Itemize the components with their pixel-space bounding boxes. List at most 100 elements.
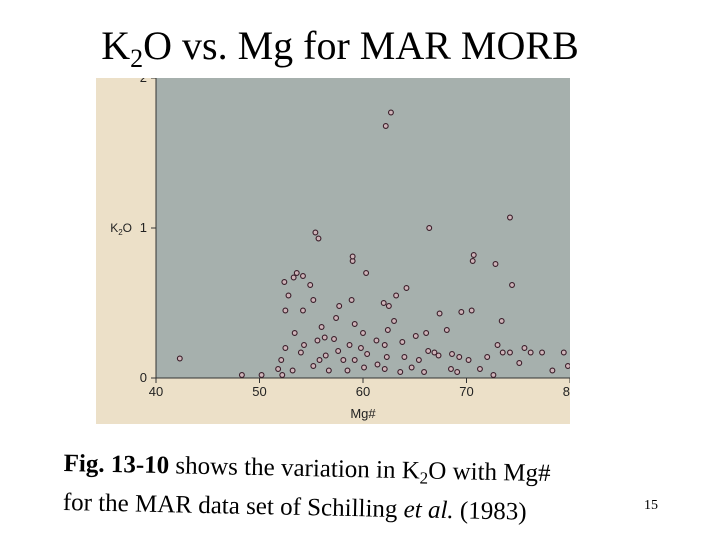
data-point — [314, 337, 321, 344]
data-point — [499, 349, 506, 356]
data-point — [357, 345, 364, 351]
data-point — [401, 354, 408, 360]
data-point — [316, 357, 323, 363]
data-point — [403, 285, 410, 291]
data-point — [498, 318, 505, 324]
caption-text: O with Mg# — [428, 457, 551, 488]
x-tick-label: 50 — [252, 384, 266, 399]
data-point — [282, 345, 289, 351]
data-point — [297, 349, 304, 356]
data-point — [456, 354, 463, 360]
y-tick-label: 0 — [140, 370, 147, 385]
data-point — [443, 327, 450, 333]
data-point — [333, 315, 340, 321]
data-point — [449, 351, 455, 357]
data-point — [408, 364, 415, 371]
data-point — [465, 357, 472, 363]
y-tick-label: 2 — [140, 78, 147, 85]
data-point — [436, 310, 443, 317]
caption-text: for the MAR data set of Schilling — [62, 488, 404, 524]
data-point — [549, 367, 556, 374]
data-point — [509, 282, 515, 288]
data-point — [387, 109, 394, 116]
data-point — [374, 361, 381, 368]
data-point — [301, 342, 307, 348]
data-point — [281, 279, 288, 285]
data-point — [381, 342, 388, 348]
data-point — [423, 330, 430, 336]
data-point — [426, 225, 433, 231]
caption-italic: et al. — [403, 496, 454, 525]
data-point — [325, 367, 332, 374]
data-point — [470, 252, 477, 258]
slide-title: K2O vs. Mg for MAR MORB — [101, 23, 579, 73]
data-point — [421, 369, 428, 375]
data-point — [373, 337, 380, 344]
data-point — [507, 214, 513, 221]
data-point — [351, 357, 358, 363]
data-point — [560, 349, 567, 356]
data-point — [289, 367, 296, 374]
data-point — [391, 318, 397, 324]
data-point — [527, 349, 534, 356]
y-axis-label: K2O — [110, 221, 132, 237]
data-point — [307, 282, 314, 288]
data-point — [415, 357, 422, 363]
data-point — [360, 330, 366, 336]
data-point — [312, 229, 319, 236]
data-point — [238, 372, 245, 378]
data-point — [458, 309, 465, 315]
data-point — [331, 336, 337, 342]
data-point — [454, 369, 461, 375]
data-point — [484, 354, 491, 360]
data-point — [310, 297, 317, 303]
data-point — [477, 366, 483, 372]
data-point — [364, 351, 371, 357]
data-point — [468, 307, 475, 314]
data-point — [521, 345, 528, 351]
data-point — [425, 348, 432, 354]
data-point — [285, 292, 292, 299]
data-point — [348, 297, 355, 303]
data-point — [321, 334, 328, 341]
data-point — [431, 349, 438, 356]
data-point — [363, 270, 370, 276]
x-tick-label: 70 — [459, 384, 473, 399]
data-point — [469, 258, 476, 264]
chart-canvas: 40 50 60 70 80 0 1 2 Mg# K2O — [96, 78, 570, 424]
data-point — [385, 303, 392, 309]
data-point — [381, 366, 388, 372]
data-point — [399, 339, 406, 345]
figure-caption: Fig. 13-10 shows the variation in K2O wi… — [63, 448, 664, 532]
caption-text: (1983) — [453, 497, 527, 526]
data-point — [346, 342, 353, 348]
data-point — [315, 235, 322, 242]
data-point — [412, 333, 419, 339]
data-point — [318, 324, 325, 330]
plot-area — [156, 78, 570, 378]
data-point — [435, 352, 442, 359]
data-point — [516, 360, 523, 366]
data-point — [176, 355, 183, 362]
x-tick-label: 60 — [356, 384, 370, 399]
data-point — [278, 357, 285, 363]
page-number: 15 — [644, 498, 658, 513]
data-point — [349, 253, 356, 260]
data-point — [492, 261, 499, 267]
x-axis-label: Mg# — [350, 406, 376, 421]
data-point — [494, 342, 501, 348]
data-point — [384, 327, 391, 333]
data-point — [361, 364, 367, 371]
x-tick-label: 40 — [149, 384, 163, 399]
data-point — [344, 367, 351, 374]
data-point — [351, 321, 358, 327]
data-point — [507, 349, 513, 356]
data-point — [293, 270, 300, 276]
data-point — [340, 357, 347, 363]
data-point — [564, 363, 570, 369]
data-point — [279, 372, 286, 378]
data-point — [322, 352, 329, 359]
data-point — [382, 123, 389, 129]
data-point — [393, 292, 400, 299]
x-tick-label: 80 — [563, 384, 570, 399]
